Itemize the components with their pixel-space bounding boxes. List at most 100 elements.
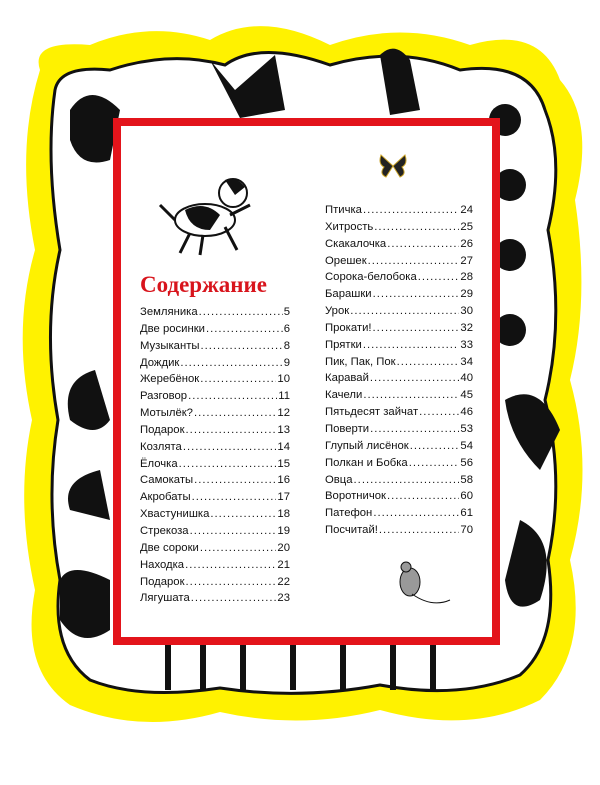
dot-leader [186, 576, 277, 588]
contents-right-column: Птичка 24 Хитрость 25 Скакалочка 26 Орешек 27 Со… [325, 204, 473, 541]
entry-page: 17 [277, 491, 290, 504]
entry-page: 21 [277, 558, 290, 571]
entry-title: Каравай [325, 372, 369, 385]
entry-title: Качели [325, 389, 363, 402]
entry-title: Разговор [140, 390, 188, 403]
entry-title: Дождик [140, 356, 180, 369]
entry-page: 58 [460, 473, 473, 486]
dot-leader [363, 389, 459, 401]
dot-leader [374, 221, 459, 233]
toc-entry: Подарок 22 [140, 576, 290, 593]
toc-entry: Козлята 14 [140, 441, 290, 458]
dot-leader [354, 474, 460, 486]
toc-entry: Каравай 40 [325, 372, 473, 389]
entry-page: 28 [460, 271, 473, 284]
entry-page: 25 [460, 220, 473, 233]
entry-title: Музыканты [140, 339, 200, 352]
entry-title: Пик, Пак, Пок [325, 355, 396, 368]
entry-page: 60 [460, 490, 473, 503]
dot-leader [199, 306, 283, 318]
entry-page: 14 [277, 440, 290, 453]
entry-page: 27 [460, 254, 473, 267]
toc-entry: Две сороки 20 [140, 542, 290, 559]
entry-page: 9 [283, 356, 290, 369]
entry-page: 8 [283, 339, 290, 352]
toc-entry: Барашки 29 [325, 288, 473, 305]
entry-page: 13 [277, 423, 290, 436]
dot-leader [191, 592, 277, 604]
entry-page: 70 [460, 524, 473, 537]
dot-leader [370, 372, 460, 384]
entry-title: Полкан и Бобка [325, 456, 408, 469]
dot-leader [363, 204, 459, 216]
entry-title: Мотылёк? [140, 407, 193, 420]
dot-leader [368, 255, 460, 267]
toc-entry: Лягушата 23 [140, 592, 290, 609]
entry-page: 20 [277, 541, 290, 554]
dot-leader [186, 424, 277, 436]
toc-entry: Урок 30 [325, 305, 473, 322]
page-title: Содержание [140, 272, 267, 297]
entry-page: 23 [277, 592, 290, 605]
entry-title: Хвастунишка [140, 508, 210, 521]
toc-entry: Хвастунишка 18 [140, 508, 290, 525]
dot-leader [180, 357, 282, 369]
entry-title: Подарок [140, 575, 185, 588]
dot-leader [206, 323, 283, 335]
toc-entry: Дождик 9 [140, 357, 290, 374]
entry-title: Две сороки [140, 541, 199, 554]
entry-title: Хитрость [325, 220, 374, 233]
entry-title: Глупый лисёнок [325, 439, 409, 452]
dot-leader [190, 525, 277, 537]
toc-entry: Жеребёнок 10 [140, 373, 290, 390]
butterfly-illustration [379, 154, 407, 178]
dot-leader [387, 490, 459, 502]
toc-entry: Глупый лисёнок 54 [325, 440, 473, 457]
entry-title: Козлята [140, 440, 182, 453]
entry-title: Воротничок [325, 490, 386, 503]
entry-title: Находка [140, 558, 185, 571]
entry-title: Акробаты [140, 491, 191, 504]
contents-left-column: Земляника 5 Две росинки 6 Музыканты 8 Дождик 9 Ж… [140, 306, 290, 609]
entry-title: Орешек [325, 254, 367, 267]
dot-leader [200, 373, 276, 385]
entry-page: 19 [277, 524, 290, 537]
dot-leader [410, 440, 460, 452]
toc-entry: Мотылёк? 12 [140, 407, 290, 424]
dot-leader [419, 406, 459, 418]
entry-title: Стрекоза [140, 524, 189, 537]
entry-title: Самокаты [140, 474, 194, 487]
toc-entry: Две росинки 6 [140, 323, 290, 340]
toc-entry: Орешек 27 [325, 255, 473, 272]
dot-leader [192, 491, 277, 503]
entry-page: 16 [277, 474, 290, 487]
entry-title: Лягушата [140, 592, 190, 605]
toc-entry: Сорока-белобока 28 [325, 271, 473, 288]
dot-leader [201, 340, 283, 352]
entry-title: Овца [325, 473, 353, 486]
entry-title: Поверти [325, 422, 370, 435]
dot-leader [183, 441, 277, 453]
toc-entry: Посчитай! 70 [325, 524, 473, 541]
entry-title: Подарок [140, 423, 185, 436]
entry-page: 24 [460, 204, 473, 216]
entry-title: Посчитай! [325, 524, 378, 537]
dot-leader [179, 458, 277, 470]
dot-leader [210, 508, 276, 520]
toc-entry: Овца 58 [325, 474, 473, 491]
entry-page: 32 [460, 321, 473, 334]
toc-entry: Находка 21 [140, 559, 290, 576]
entry-title: Жеребёнок [140, 373, 200, 386]
dot-leader [350, 305, 459, 317]
entry-page: 45 [460, 389, 473, 402]
toc-entry: Хитрость 25 [325, 221, 473, 238]
puppy-illustration [158, 178, 251, 256]
toc-entry: Прятки 33 [325, 339, 473, 356]
entry-title: Скакалочка [325, 237, 387, 250]
entry-title: Прятки [325, 338, 362, 351]
entry-title: Птичка [325, 204, 362, 216]
dot-leader [409, 457, 460, 469]
entry-title: Две росинки [140, 322, 205, 335]
dot-leader [418, 271, 460, 283]
entry-page: 33 [460, 338, 473, 351]
